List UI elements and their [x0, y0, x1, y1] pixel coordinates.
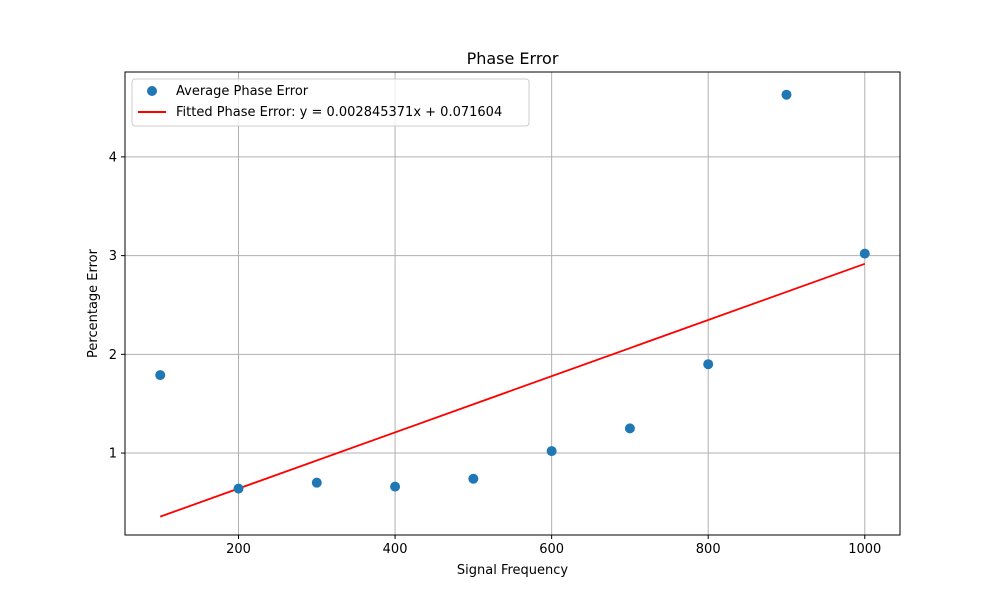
x-axis-label: Signal Frequency [457, 563, 569, 578]
scatter-point [468, 473, 479, 484]
scatter-point [703, 359, 714, 370]
x-tick-label: 600 [539, 542, 564, 557]
scatter-point [859, 248, 870, 259]
x-tick-label: 200 [226, 542, 251, 557]
scatter-point [546, 446, 557, 457]
scatter-point [233, 483, 244, 494]
scatter-point [624, 423, 635, 434]
legend-scatter-marker [147, 86, 157, 96]
scatter-point [781, 89, 792, 100]
y-tick-label: 3 [109, 249, 117, 264]
legend: Average Phase Error Fitted Phase Error: … [131, 78, 530, 127]
x-axis-ticks: 200 400 600 800 1000 [226, 535, 881, 557]
scatter-point [155, 370, 166, 381]
y-tick-label: 2 [109, 348, 117, 363]
legend-box [131, 78, 530, 127]
scatter-series [155, 89, 870, 494]
legend-label-fit: Fitted Phase Error: y = 0.002845371x + 0… [176, 105, 502, 120]
y-axis-label: Percentage Error [86, 248, 101, 358]
x-tick-label: 400 [383, 542, 408, 557]
fit-line-series [159, 262, 866, 518]
y-tick-label: 1 [109, 447, 117, 462]
fit-line [159, 262, 866, 518]
grid [125, 72, 900, 535]
scatter-point [390, 481, 401, 492]
chart-title: Phase Error [467, 49, 559, 68]
legend-label-scatter: Average Phase Error [176, 84, 309, 99]
x-tick-label: 1000 [848, 542, 881, 557]
x-tick-label: 800 [696, 542, 721, 557]
y-axis-ticks: 1 2 3 4 [109, 150, 125, 462]
y-tick-label: 4 [109, 150, 117, 165]
plot-frame [124, 71, 901, 536]
scatter-point [311, 477, 322, 488]
